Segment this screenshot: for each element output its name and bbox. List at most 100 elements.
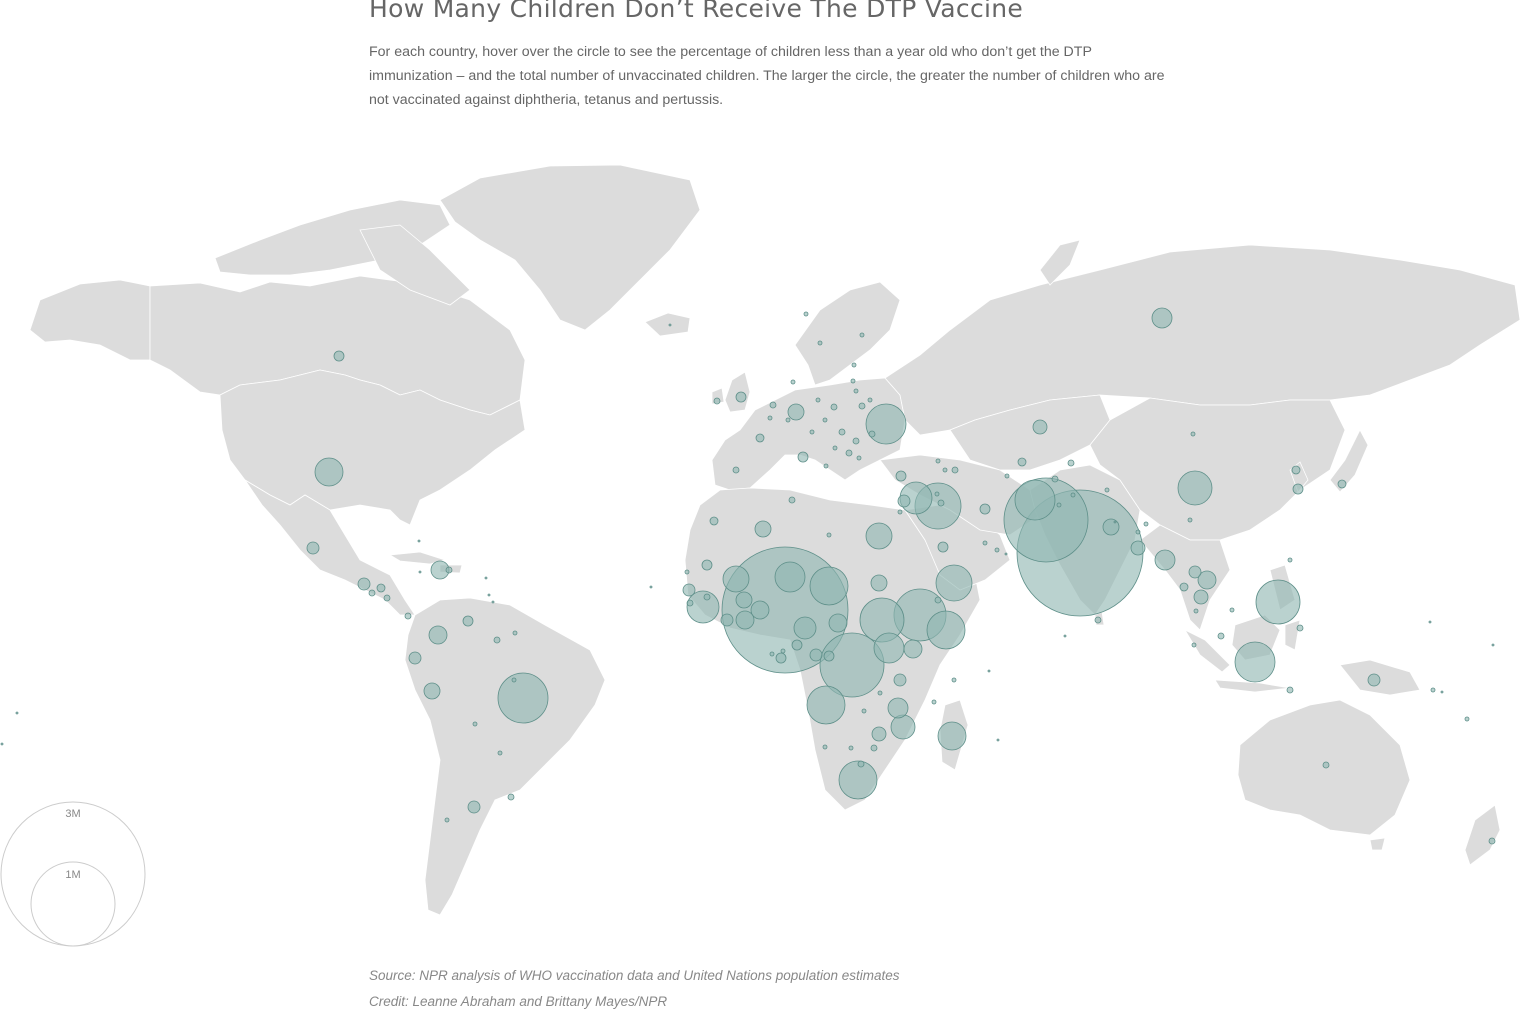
country-bubble[interactable] — [0, 742, 4, 746]
country-bubble[interactable] — [793, 616, 817, 640]
country-bubble[interactable] — [893, 673, 907, 687]
country-bubble[interactable] — [823, 463, 829, 469]
country-bubble[interactable] — [887, 697, 909, 719]
country-bubble[interactable] — [314, 457, 344, 487]
country-bubble[interactable] — [830, 403, 838, 411]
country-bubble[interactable] — [815, 397, 821, 403]
country-bubble[interactable] — [767, 415, 773, 421]
country-bubble[interactable] — [732, 466, 740, 474]
country-bubble[interactable] — [873, 632, 905, 664]
country-bubble[interactable] — [853, 388, 859, 394]
country-bubble[interactable] — [686, 590, 720, 624]
country-bubble[interactable] — [867, 397, 873, 403]
country-bubble[interactable] — [1113, 520, 1117, 524]
country-bubble[interactable] — [1229, 607, 1235, 613]
country-bubble[interactable] — [1296, 624, 1304, 632]
country-bubble[interactable] — [418, 570, 422, 574]
country-bubble[interactable] — [686, 599, 694, 607]
country-bubble[interactable] — [1291, 465, 1301, 475]
country-bubble[interactable] — [877, 690, 883, 696]
country-bubble[interactable] — [828, 613, 848, 633]
country-bubble[interactable] — [1014, 479, 1056, 521]
country-bubble[interactable] — [1197, 570, 1217, 590]
country-bubble[interactable] — [838, 760, 878, 800]
country-bubble[interactable] — [376, 583, 386, 593]
country-bubble[interactable] — [1255, 579, 1301, 625]
country-bubble[interactable] — [822, 417, 828, 423]
country-bubble[interactable] — [994, 547, 1000, 553]
country-bubble[interactable] — [511, 677, 517, 683]
country-bubble[interactable] — [850, 378, 856, 384]
country-bubble[interactable] — [507, 793, 515, 801]
country-bubble[interactable] — [987, 669, 991, 673]
country-bubble[interactable] — [979, 503, 991, 515]
country-bubble[interactable] — [926, 610, 966, 650]
country-bubble[interactable] — [1430, 687, 1436, 693]
country-bubble[interactable] — [865, 403, 907, 445]
country-bubble[interactable] — [383, 594, 391, 602]
country-bubble[interactable] — [817, 340, 823, 346]
country-bubble[interactable] — [1004, 473, 1010, 479]
country-bubble[interactable] — [1193, 608, 1199, 614]
country-bubble[interactable] — [1070, 492, 1076, 498]
country-bubble[interactable] — [791, 639, 803, 651]
country-bubble[interactable] — [858, 402, 866, 410]
country-bubble[interactable] — [903, 639, 923, 659]
country-bubble[interactable] — [823, 650, 835, 662]
country-bubble[interactable] — [934, 491, 940, 497]
country-bubble[interactable] — [937, 541, 949, 553]
country-bubble[interactable] — [838, 428, 846, 436]
country-bubble[interactable] — [852, 437, 860, 445]
country-bubble[interactable] — [1130, 540, 1146, 556]
country-bubble[interactable] — [1067, 459, 1075, 467]
country-bubble[interactable] — [306, 541, 320, 555]
country-bubble[interactable] — [951, 677, 957, 683]
country-bubble[interactable] — [1488, 837, 1496, 845]
country-bubble[interactable] — [512, 630, 518, 636]
country-bubble[interactable] — [1063, 634, 1067, 638]
country-bubble[interactable] — [491, 600, 495, 604]
country-bubble[interactable] — [931, 699, 937, 705]
country-bubble[interactable] — [848, 745, 854, 751]
country-bubble[interactable] — [797, 451, 809, 463]
country-bubble[interactable] — [769, 401, 777, 409]
country-bubble[interactable] — [822, 744, 828, 750]
country-bubble[interactable] — [720, 613, 734, 627]
country-bubble[interactable] — [1017, 457, 1027, 467]
country-bubble[interactable] — [1217, 632, 1225, 640]
country-bubble[interactable] — [15, 711, 19, 715]
country-bubble[interactable] — [1428, 620, 1432, 624]
country-bubble[interactable] — [709, 516, 719, 526]
country-bubble[interactable] — [868, 430, 876, 438]
country-bubble[interactable] — [1234, 641, 1276, 683]
country-bubble[interactable] — [713, 397, 721, 405]
country-bubble[interactable] — [871, 726, 887, 742]
country-bubble[interactable] — [462, 615, 474, 627]
country-bubble[interactable] — [1191, 642, 1197, 648]
country-bubble[interactable] — [444, 817, 450, 823]
country-bubble[interactable] — [1102, 518, 1120, 536]
country-bubble[interactable] — [1286, 686, 1294, 694]
country-bubble[interactable] — [851, 362, 857, 368]
country-bubble[interactable] — [417, 539, 421, 543]
country-bubble[interactable] — [1032, 419, 1048, 435]
country-bubble[interactable] — [897, 494, 911, 508]
country-bubble[interactable] — [467, 800, 481, 814]
country-bubble[interactable] — [404, 612, 412, 620]
country-bubble[interactable] — [785, 417, 791, 423]
country-bubble[interactable] — [682, 583, 696, 597]
country-bubble[interactable] — [780, 648, 786, 654]
country-bubble[interactable] — [1135, 529, 1141, 535]
country-bubble[interactable] — [1179, 582, 1189, 592]
country-bubble[interactable] — [493, 636, 501, 644]
country-bubble[interactable] — [1154, 549, 1176, 571]
country-bubble[interactable] — [942, 467, 948, 473]
country-bubble[interactable] — [1056, 502, 1062, 508]
country-bubble[interactable] — [861, 708, 867, 714]
country-bubble[interactable] — [996, 738, 1000, 742]
country-bubble[interactable] — [735, 610, 755, 630]
country-bubble[interactable] — [806, 685, 846, 725]
country-bubble[interactable] — [937, 721, 967, 751]
country-bubble[interactable] — [803, 311, 809, 317]
country-bubble[interactable] — [809, 648, 823, 662]
